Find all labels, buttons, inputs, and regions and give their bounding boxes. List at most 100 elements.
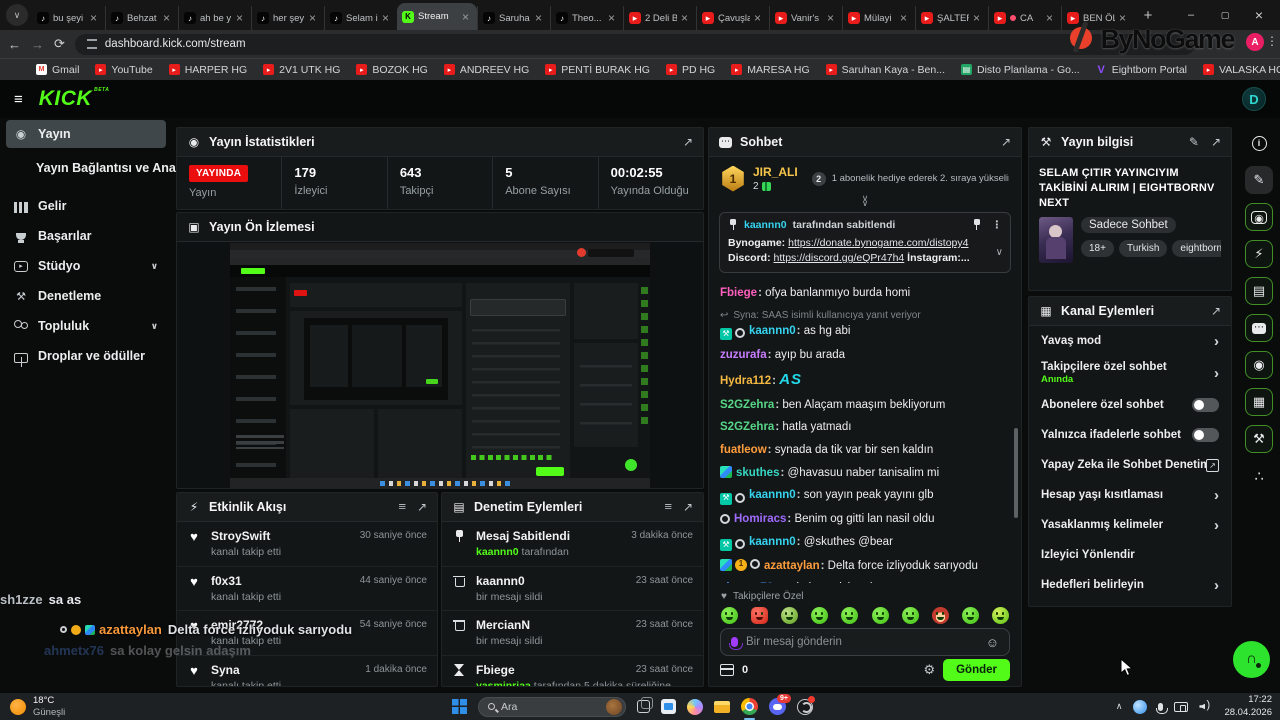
sidebar-item[interactable]: Denetleme bbox=[6, 282, 166, 310]
pinned-link[interactable]: https://donate.bynogame.com/distopy4 bbox=[788, 237, 969, 249]
tab-close-icon[interactable] bbox=[827, 11, 837, 25]
bookmark-item[interactable]: VALASKA HG bbox=[1203, 64, 1280, 76]
chat-username[interactable]: Fbiege bbox=[720, 287, 762, 299]
kick-user-avatar[interactable]: D bbox=[1242, 87, 1266, 111]
site-settings-icon[interactable] bbox=[86, 39, 97, 49]
browser-tab[interactable]: Stream bbox=[397, 3, 477, 30]
rail-icon-button[interactable] bbox=[1245, 351, 1273, 379]
browser-tab[interactable]: Saruha bbox=[477, 6, 550, 30]
edit-icon[interactable] bbox=[1189, 135, 1199, 149]
chrome-icon[interactable] bbox=[741, 698, 758, 720]
rail-icon-button[interactable] bbox=[1245, 462, 1273, 490]
action-row[interactable]: Yavaş mod bbox=[1029, 326, 1231, 356]
activity-item[interactable]: emir2772 kanalı takip etti 54 saniye önc… bbox=[177, 611, 437, 656]
taskbar-search[interactable]: Ara bbox=[478, 696, 626, 717]
tab-close-icon[interactable] bbox=[236, 11, 246, 25]
bookmark-item[interactable]: YouTube bbox=[95, 64, 153, 76]
browser-tab[interactable]: Vanir's bbox=[769, 6, 842, 30]
popout-icon[interactable] bbox=[1211, 304, 1221, 318]
gift-leaderboard[interactable]: 1 JIR_ALI 2 2 1 abonelik hediye ederek 2… bbox=[709, 157, 1021, 196]
browser-tab[interactable]: ŞALTER bbox=[915, 6, 988, 30]
emote-icon[interactable] bbox=[841, 607, 859, 624]
popout-icon[interactable] bbox=[683, 500, 693, 514]
chat-username[interactable]: fuatleow bbox=[720, 444, 771, 456]
emote-icon[interactable] bbox=[811, 607, 829, 624]
tray-cast-icon[interactable] bbox=[1174, 701, 1189, 712]
sidebar-item[interactable]: Başarılar bbox=[6, 222, 166, 250]
task-view-icon[interactable] bbox=[637, 697, 653, 713]
action-row[interactable]: Yalnızca ifadelerle sohbet bbox=[1029, 420, 1231, 450]
chat-username[interactable]: kaannn0 bbox=[749, 325, 801, 337]
tab-close-icon[interactable] bbox=[462, 10, 472, 24]
obs-icon[interactable] bbox=[797, 695, 815, 715]
tray-microphone-icon[interactable] bbox=[1155, 702, 1168, 714]
browser-tab[interactable]: bu şeyi bbox=[32, 6, 105, 30]
browser-tab[interactable]: Çavuşla bbox=[696, 6, 769, 30]
activity-item[interactable]: StroySwift kanalı takip etti 30 saniye ö… bbox=[177, 522, 437, 567]
emote-icon[interactable] bbox=[871, 607, 889, 624]
chat-username[interactable]: kaannn0 bbox=[749, 536, 801, 548]
sidebar-item[interactable]: Gelir bbox=[6, 192, 166, 220]
chat-username[interactable]: zuzurafa bbox=[720, 349, 772, 361]
tab-close-icon[interactable] bbox=[309, 11, 319, 25]
activity-item[interactable]: Syna kanalı takip etti 1 dakika önce bbox=[177, 656, 437, 686]
chat-messages[interactable]: Fbiege ofya banlanmıyo burda homi Syna: … bbox=[720, 286, 1007, 583]
browser-menu-icon[interactable] bbox=[1266, 34, 1278, 48]
tab-close-icon[interactable] bbox=[382, 11, 392, 25]
file-explorer-icon[interactable] bbox=[714, 700, 730, 713]
support-headset-button[interactable] bbox=[1233, 641, 1270, 678]
window-close-button[interactable] bbox=[1242, 0, 1276, 30]
bookmark-item[interactable]: PENTİ BURAK HG bbox=[545, 64, 650, 76]
chat-input[interactable]: Bir mesaj gönderin bbox=[720, 628, 1010, 656]
rail-icon-button[interactable] bbox=[1245, 203, 1273, 231]
tab-close-icon[interactable] bbox=[681, 11, 691, 25]
chat-username[interactable]: ahmetx76 bbox=[720, 582, 778, 583]
bookmark-item[interactable]: MARESA HG bbox=[731, 64, 810, 76]
copilot-icon[interactable] bbox=[687, 698, 703, 715]
emoji-picker-icon[interactable] bbox=[986, 635, 999, 650]
popout-icon[interactable] bbox=[1211, 135, 1221, 149]
tab-close-icon[interactable] bbox=[973, 11, 983, 25]
emote-icon[interactable] bbox=[751, 607, 769, 624]
browser-tab[interactable]: Behzat bbox=[105, 6, 178, 30]
emote-icon[interactable] bbox=[961, 607, 979, 624]
bookmark-item[interactable]: PD HG bbox=[665, 64, 715, 76]
bookmark-item[interactable]: Disto Planlama - Go... bbox=[961, 64, 1080, 76]
chat-username[interactable]: S2GZehra bbox=[720, 399, 779, 411]
rail-icon-button[interactable] bbox=[1245, 277, 1273, 305]
action-row[interactable]: Yasaklanmış kelimeler bbox=[1029, 510, 1231, 540]
tray-volume-icon[interactable] bbox=[1199, 699, 1213, 712]
moderation-item[interactable]: kaannn0 bir mesajı sildi 23 saat önce bbox=[442, 567, 703, 612]
hamburger-menu-icon[interactable] bbox=[14, 91, 23, 108]
bookmark-item[interactable]: Gmail bbox=[36, 64, 79, 76]
tab-close-icon[interactable] bbox=[163, 11, 173, 25]
send-button[interactable]: Gönder bbox=[943, 659, 1010, 681]
browser-tab[interactable]: ah be y bbox=[178, 6, 251, 30]
moderation-item[interactable]: MercianN bir mesajı sildi 23 saat önce bbox=[442, 611, 703, 656]
reload-button[interactable] bbox=[54, 36, 65, 52]
sidebar-item[interactable]: Droplar ve ödüller bbox=[6, 342, 166, 370]
rail-icon-button[interactable] bbox=[1245, 166, 1273, 194]
browser-tab[interactable]: BEN ÖL bbox=[1061, 6, 1134, 30]
bookmark-item[interactable]: ANDREEV HG bbox=[443, 64, 529, 76]
category-name[interactable]: Sadece Sohbet bbox=[1081, 216, 1176, 233]
browser-tab[interactable]: Mülayi bbox=[842, 6, 915, 30]
chat-username[interactable]: S2GZehra bbox=[720, 421, 779, 433]
sidebar-item[interactable]: Stüdyo bbox=[6, 252, 166, 280]
action-row[interactable]: Takipçilere özel sohbet Anında bbox=[1029, 356, 1231, 390]
taskbar-weather-widget[interactable]: 18°C Güneşli bbox=[0, 695, 75, 719]
chevron-down-icon[interactable] bbox=[996, 247, 1003, 258]
chat-username[interactable]: Homiracs bbox=[734, 513, 791, 525]
rail-icon-button[interactable] bbox=[1245, 314, 1273, 342]
browser-tab[interactable]: Theo... bbox=[550, 6, 623, 30]
address-bar[interactable]: dashboard.kick.com/stream bbox=[74, 33, 1195, 55]
moderation-item[interactable]: Mesaj Sabitlendi kaannn0 tarafından 3 da… bbox=[442, 522, 703, 567]
pinned-link[interactable]: https://discord.gg/eQPr47h4 bbox=[773, 252, 905, 265]
forward-button[interactable] bbox=[31, 37, 44, 52]
rail-icon-button[interactable] bbox=[1245, 425, 1273, 453]
back-button[interactable] bbox=[8, 37, 21, 52]
sidebar-item[interactable]: Yayın bbox=[6, 120, 166, 148]
tab-close-icon[interactable] bbox=[535, 11, 545, 25]
filter-icon[interactable] bbox=[664, 501, 672, 513]
activity-item[interactable]: f0x31 kanalı takip etti 44 saniye önce bbox=[177, 567, 437, 612]
